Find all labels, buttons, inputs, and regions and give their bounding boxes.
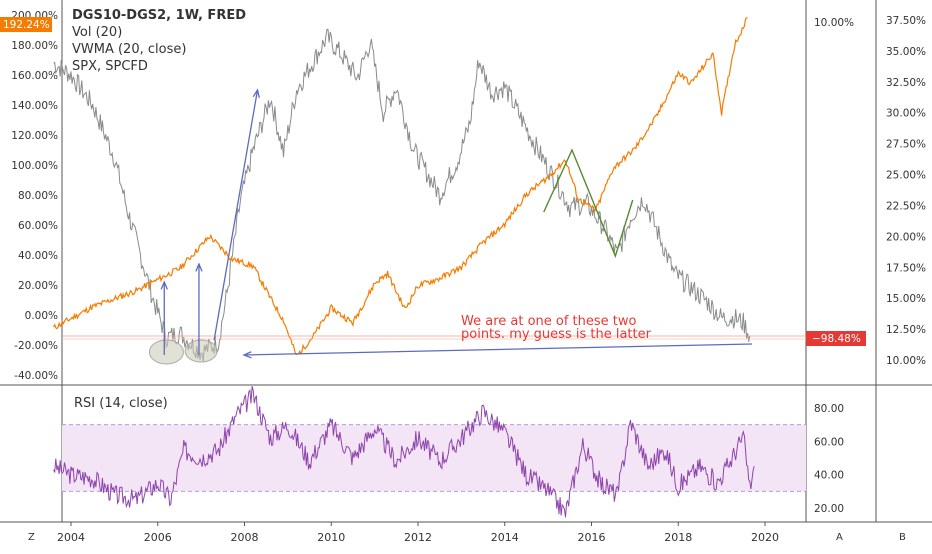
left-axis-tick: -20.00% [14,340,58,352]
annotation-text-line1: We are at one of these two [461,314,637,329]
x-axis-tick: 2006 [144,531,172,544]
legend-vwma[interactable]: VWMA (20, close) [72,42,187,57]
right-axis-tick: 10.00% [886,355,926,367]
right-axis-tick: 25.00% [886,170,926,182]
arrow-left-head [242,351,252,359]
right-value-badge-text: −98.48% [812,333,861,345]
left-axis-tick: 0.00% [25,310,58,322]
axis-b-button[interactable]: B [899,532,906,543]
legend-vol[interactable]: Vol (20) [72,25,123,40]
x-axis-tick: 2016 [578,531,606,544]
rsi-axis-tick: 40.00 [814,470,844,482]
axis-a-button[interactable]: A [836,532,843,543]
x-axis-tick: 2020 [751,531,779,544]
right-axis-tick: 30.00% [886,108,926,120]
annotation-text-line2: points. my guess is the latter [461,327,652,342]
legend-title[interactable]: DGS10-DGS2, 1W, FRED [72,8,246,23]
rsi-axis-tick: 20.00 [814,503,844,515]
legend-spx[interactable]: SPX, SPCFD [72,59,148,74]
left-axis-tick: 80.00% [18,190,58,202]
right-axis-tick: 35.00% [886,46,926,58]
x-axis-tick: 2012 [404,531,432,544]
right-axis-tick: 15.00% [886,293,926,305]
arrow-up-1-head [160,280,168,290]
x-axis-tick: 2014 [491,531,519,544]
trough-ellipse-2 [184,339,218,363]
right-axis-tick: 32.50% [886,77,926,89]
left-axis-tick: 60.00% [18,220,58,232]
rsi-title[interactable]: RSI (14, close) [74,396,168,411]
left-axis-tick: 120.00% [11,130,58,142]
left-value-badge [0,17,52,32]
x-axis-tick: 2018 [664,531,692,544]
x-axis-tick: 2008 [231,531,259,544]
left-axis-tick: -40.00% [14,370,58,382]
arrow-left [243,343,753,356]
trough-ellipse-1 [148,339,184,365]
right-axis-tick: 37.50% [886,15,926,27]
rsi-axis-tick: 60.00 [814,436,844,448]
right-axis-tick: 22.50% [886,200,926,212]
x-axis-tick: 2010 [317,531,345,544]
arrow-up-3 [213,89,259,341]
x-axis-tick: 2004 [57,531,85,544]
right-axis-tick: 27.50% [886,139,926,151]
rsi-axis-tick: 80.00 [814,403,844,415]
right-axis-tick: 17.50% [886,262,926,274]
left-axis-tick: 100.00% [11,160,58,172]
main-panel-bg [62,0,806,383]
series-spread-line [53,28,751,362]
zoom-corner-button[interactable]: Z [28,532,35,543]
left-axis-tick: 160.00% [11,70,58,82]
left-axis-tick: 180.00% [11,40,58,52]
arrow-up-2-head [195,262,203,272]
series-rsi-line [53,386,755,518]
left-axis-tick: 20.00% [18,280,58,292]
right-axis-tick: 12.50% [886,324,926,336]
left-axis-tick: 40.00% [18,250,58,262]
right-value-badge [806,331,866,346]
left-value-badge-text: 192.24% [3,19,50,31]
right-axis-tick: 20.00% [886,231,926,243]
arrow-up-3-head [252,88,260,98]
mid-axis-tick: 10.00% [814,17,854,29]
trend-lines [543,148,634,259]
left-axis-tick: 140.00% [11,100,58,112]
series-spx-line [53,16,748,356]
